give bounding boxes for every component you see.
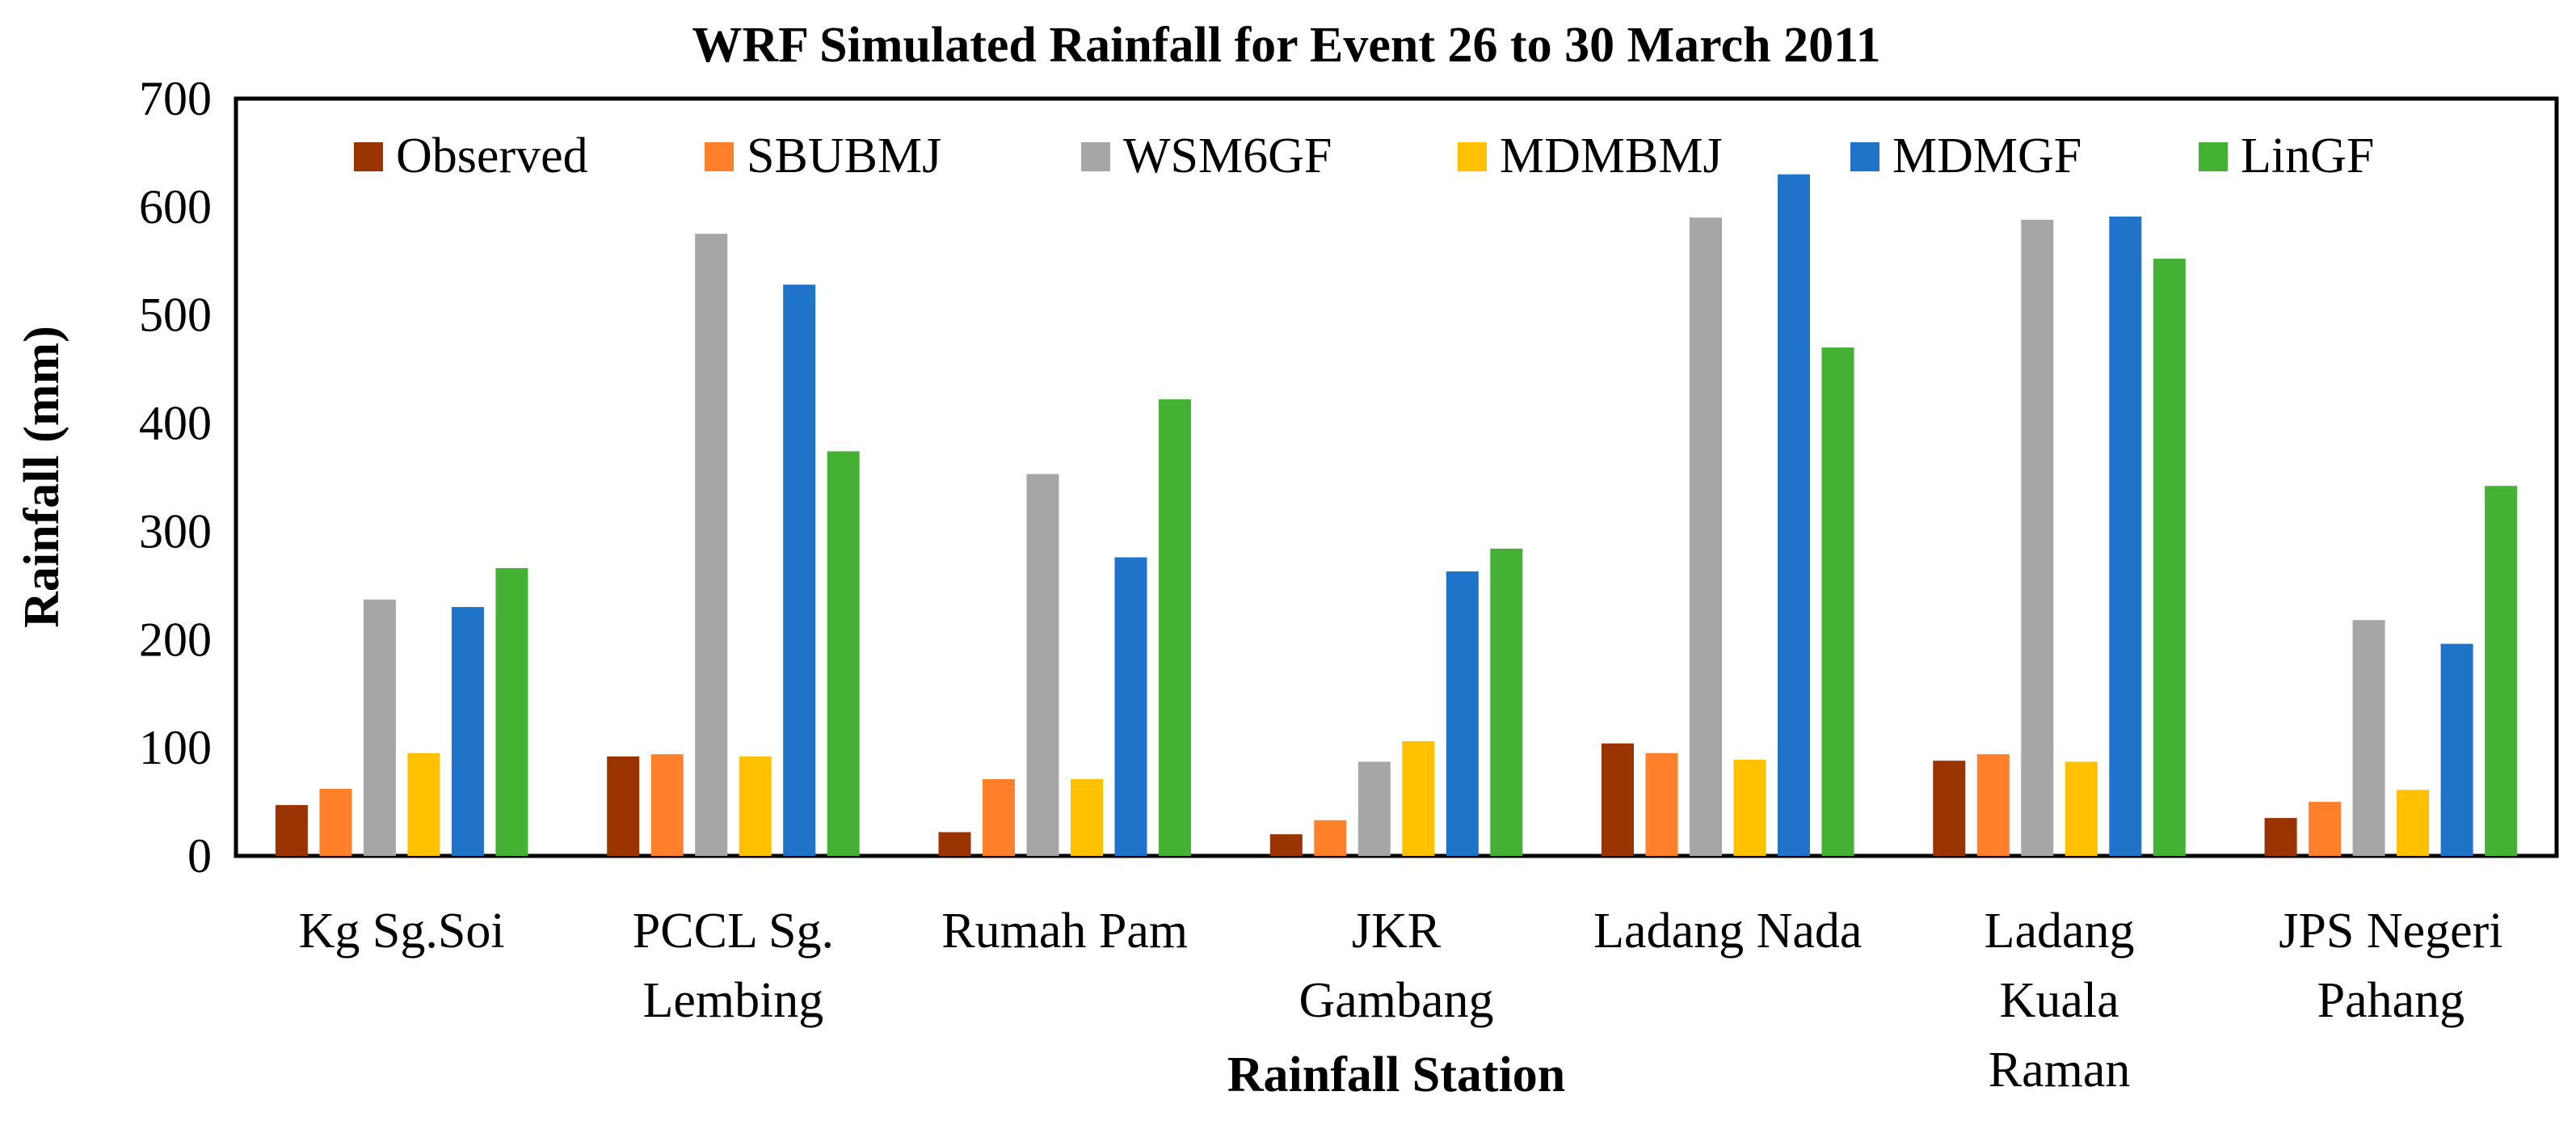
x-category-line: Lembing	[642, 973, 823, 1028]
bar-series-group	[275, 174, 2518, 857]
bar-wsm6gf-5	[1690, 217, 1722, 856]
bar-wsm6gf-7	[2352, 620, 2385, 856]
x-category-line: Rumah Pam	[941, 904, 1188, 959]
y-tick-label: 600	[139, 180, 212, 234]
bar-wsm6gf-3	[1026, 474, 1059, 856]
x-category-line: Ladang	[1985, 904, 2135, 959]
bar-wsm6gf-1	[363, 599, 396, 856]
x-category-label: Ladang Nada	[1593, 904, 1862, 959]
bar-sbubmj-7	[2309, 802, 2342, 856]
bar-mdmbmj-4	[1402, 741, 1435, 856]
x-category-label: PCCL Sg. Lembing	[633, 904, 834, 1028]
legend-swatch-observed	[354, 142, 383, 171]
bar-sbubmj-5	[1645, 752, 1678, 856]
bar-mdmgf-6	[2109, 216, 2142, 856]
bar-mdmgf-7	[2440, 643, 2473, 856]
bar-sbubmj-2	[650, 754, 684, 856]
legend-swatch-sbubmj	[705, 142, 734, 171]
x-category-line: Kuala	[2000, 973, 2119, 1028]
legend-swatch-mdmgf	[1850, 142, 1879, 171]
bar-lingf-1	[495, 567, 528, 856]
legend: Observed SBUBMJ WSM6GF MDMBMJ MDMGF LinGF	[354, 129, 2374, 183]
bar-lingf-3	[1159, 399, 1191, 857]
legend-label-wsm6gf: WSM6GF	[1123, 129, 1332, 183]
bar-mdmbmj-2	[739, 756, 772, 856]
x-category-line: Kg Sg.Soi	[299, 904, 505, 959]
bar-lingf-6	[2153, 259, 2186, 857]
x-category-line: Ladang Nada	[1593, 904, 1862, 959]
x-category-line: JKR	[1352, 904, 1442, 959]
bar-mdmbmj-1	[407, 752, 440, 856]
bar-mdmgf-3	[1114, 557, 1147, 856]
bar-observed-5	[1602, 743, 1634, 856]
x-category-line: Gambang	[1299, 973, 1493, 1028]
legend-label-lingf: LinGF	[2241, 129, 2374, 183]
bar-mdmgf-2	[783, 284, 816, 856]
x-category-line: JPS Negeri	[2279, 904, 2502, 959]
legend-swatch-wsm6gf	[1081, 142, 1110, 171]
bar-wsm6gf-4	[1357, 761, 1391, 856]
bar-observed-3	[938, 832, 971, 856]
y-tick-label: 400	[139, 397, 212, 450]
bar-lingf-7	[2485, 486, 2518, 856]
legend-label-mdmgf: MDMGF	[1892, 129, 2081, 183]
y-tick-label: 700	[139, 72, 212, 125]
x-axis-categories: Kg Sg.Soi PCCL Sg. Lembing Rumah Pam JKR Gamb…	[299, 904, 2503, 1098]
y-tick-label: 300	[139, 504, 212, 558]
y-tick-label: 0	[187, 829, 212, 883]
x-category-label: Rumah Pam	[941, 904, 1188, 959]
bar-sbubmj-3	[983, 779, 1015, 856]
bar-mdmbmj-3	[1071, 779, 1103, 856]
bar-mdmbmj-7	[2397, 790, 2430, 856]
bar-mdmgf-5	[1778, 174, 1810, 856]
bar-mdmbmj-6	[2065, 761, 2098, 856]
bar-lingf-5	[1821, 347, 1854, 856]
bar-observed-2	[607, 756, 640, 856]
legend-swatch-lingf	[2199, 142, 2228, 171]
y-tick-label: 100	[139, 721, 212, 774]
bar-sbubmj-4	[1314, 820, 1347, 856]
bar-mdmgf-1	[451, 607, 484, 856]
y-tick-label: 500	[139, 289, 212, 342]
legend-label-mdmbmj: MDMBMJ	[1500, 129, 1723, 183]
x-category-line: Pahang	[2317, 973, 2465, 1028]
bar-wsm6gf-2	[695, 234, 728, 856]
plot-area-border	[234, 96, 2559, 858]
y-tick-label: 200	[139, 613, 212, 666]
x-category-label: Kg Sg.Soi	[299, 904, 505, 959]
bar-sbubmj-6	[1976, 754, 2010, 856]
bar-lingf-2	[827, 451, 860, 856]
x-category-label: Ladang Kuala Raman	[1985, 904, 2135, 1098]
bar-mdmbmj-5	[1733, 759, 1766, 856]
bar-wsm6gf-6	[2021, 219, 2054, 856]
chart-title: WRF Simulated Rainfall for Event 26 to 3…	[692, 18, 1880, 73]
bar-observed-1	[275, 805, 308, 856]
bar-observed-7	[2264, 818, 2297, 856]
x-category-label: JKR Gambang	[1299, 904, 1493, 1028]
x-category-line: PCCL Sg.	[633, 904, 834, 959]
legend-label-sbubmj: SBUBMJ	[747, 129, 941, 183]
bar-observed-4	[1269, 834, 1303, 856]
y-axis-ticks: 0 100 200 300 400 500 600 700	[139, 72, 212, 883]
legend-label-observed: Observed	[396, 129, 588, 183]
x-category-label: JPS Negeri Pahang	[2279, 904, 2502, 1028]
x-axis-label: Rainfall Station	[1227, 1047, 1566, 1102]
bar-sbubmj-1	[319, 789, 352, 856]
legend-swatch-mdmbmj	[1458, 142, 1487, 171]
bar-lingf-4	[1490, 548, 1523, 856]
bar-observed-6	[1933, 761, 1966, 856]
bar-mdmgf-4	[1446, 571, 1479, 856]
x-category-line: Raman	[1989, 1043, 2131, 1098]
y-axis-label: Rainfall (mm)	[15, 326, 69, 628]
